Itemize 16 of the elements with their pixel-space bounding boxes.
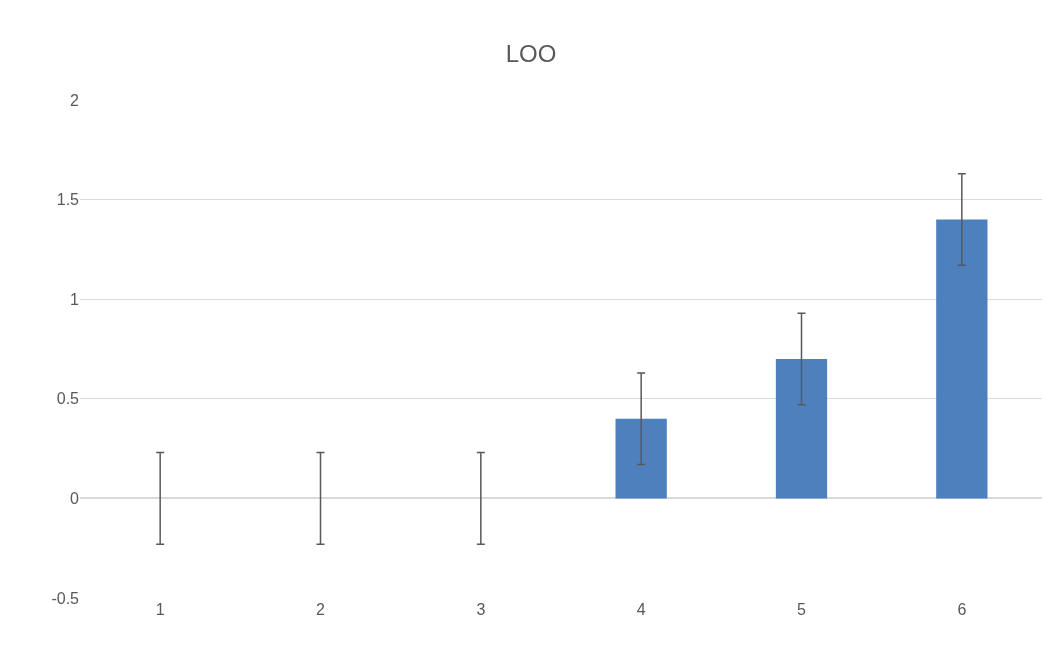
x-tick-label: 6 <box>957 601 967 618</box>
bar <box>775 358 828 499</box>
bar <box>615 418 667 499</box>
x-tick-label: 5 <box>797 601 807 618</box>
x-tick-label: 3 <box>476 601 486 618</box>
y-tick-label: 2 <box>70 91 80 109</box>
x-tick-label: 1 <box>155 601 165 618</box>
bar <box>936 219 988 499</box>
chart-title: LOO <box>505 40 557 68</box>
y-tick-label: 1 <box>70 290 80 308</box>
y-tick-label: 0.5 <box>56 390 80 408</box>
y-tick-label: 0 <box>70 490 80 507</box>
x-tick-label: 2 <box>316 601 326 618</box>
x-tick-label: 4 <box>636 601 646 618</box>
y-tick-label: 1.5 <box>56 191 80 209</box>
y-tick-label: -0.5 <box>51 589 80 607</box>
